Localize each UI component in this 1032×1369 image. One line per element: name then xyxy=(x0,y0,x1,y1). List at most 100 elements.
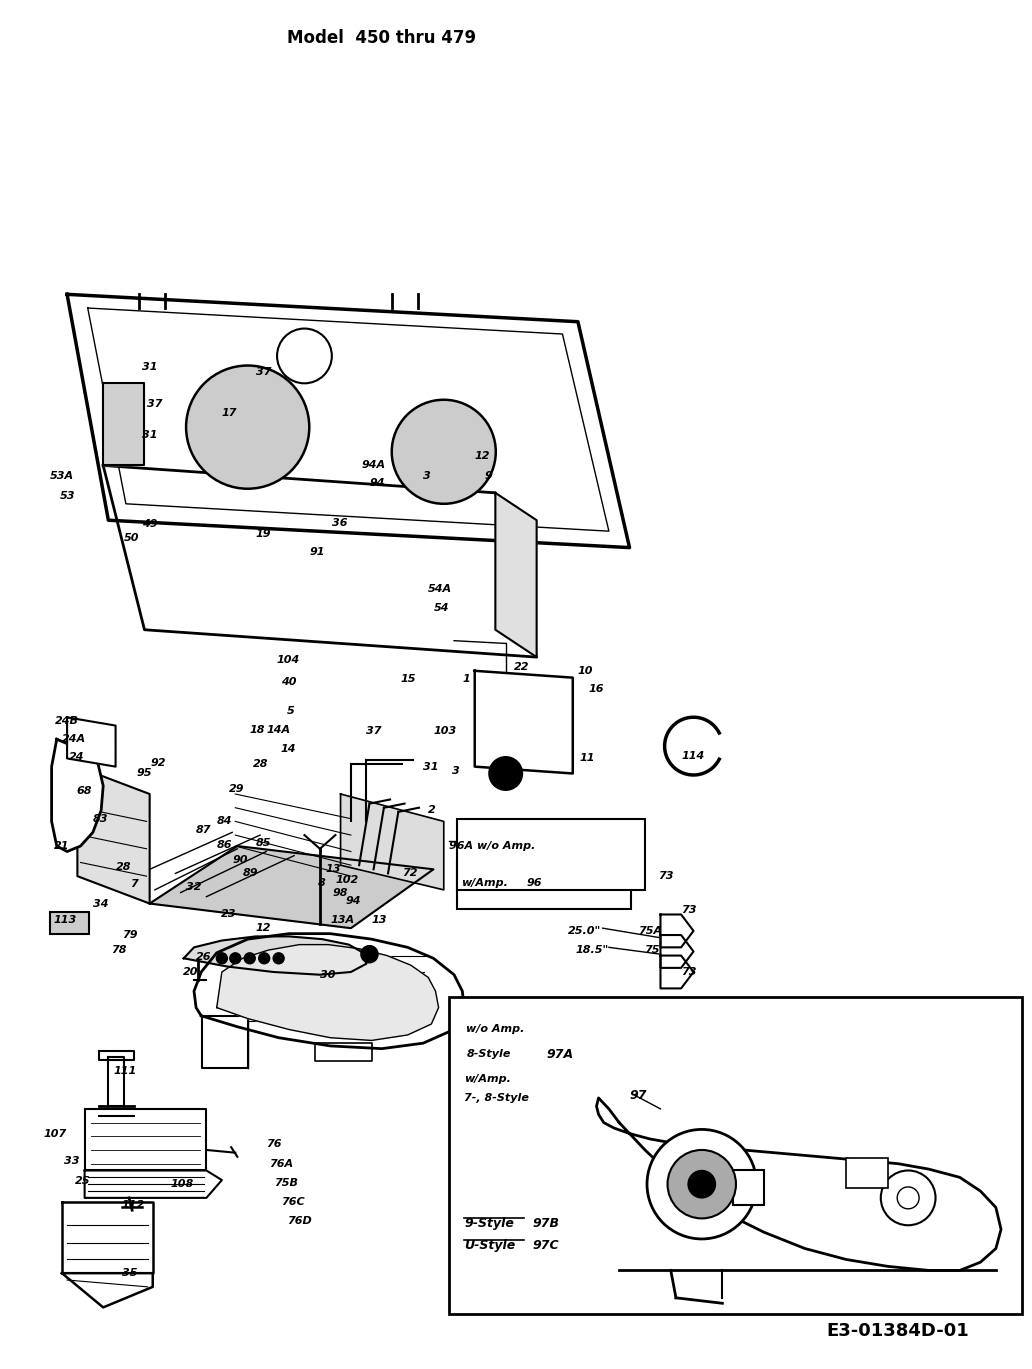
Polygon shape xyxy=(85,1170,222,1198)
Text: 95: 95 xyxy=(136,768,152,779)
Text: 35: 35 xyxy=(122,1268,137,1279)
Text: 11: 11 xyxy=(580,753,595,764)
Text: 14: 14 xyxy=(281,743,296,754)
Polygon shape xyxy=(85,1109,206,1170)
Text: 91: 91 xyxy=(310,546,325,557)
Circle shape xyxy=(186,366,310,489)
Text: 21: 21 xyxy=(54,841,69,852)
Polygon shape xyxy=(202,1016,248,1068)
Text: 3: 3 xyxy=(423,471,431,482)
Text: w/o Amp.: w/o Amp. xyxy=(466,1024,525,1035)
Text: 33: 33 xyxy=(64,1155,79,1166)
Text: 97B: 97B xyxy=(533,1217,559,1231)
Text: 9: 9 xyxy=(504,769,512,780)
Text: Model  450 thru 479: Model 450 thru 479 xyxy=(287,29,477,48)
Text: 72: 72 xyxy=(402,868,418,879)
Polygon shape xyxy=(660,935,694,968)
Text: 24: 24 xyxy=(69,752,85,763)
Polygon shape xyxy=(62,1273,153,1307)
Text: 29: 29 xyxy=(229,783,245,794)
Text: 97C: 97C xyxy=(533,1239,559,1253)
Text: 113: 113 xyxy=(54,914,77,925)
Text: 102: 102 xyxy=(335,875,359,886)
Text: 17: 17 xyxy=(222,408,237,419)
Text: 97: 97 xyxy=(630,1088,647,1102)
Text: 28: 28 xyxy=(253,758,268,769)
Text: 18.5": 18.5" xyxy=(576,945,609,956)
Text: 7: 7 xyxy=(130,879,138,890)
Text: 16: 16 xyxy=(588,683,604,694)
Text: w/Amp.: w/Amp. xyxy=(461,878,508,888)
Polygon shape xyxy=(52,739,103,852)
Text: 37: 37 xyxy=(256,367,271,378)
Text: 37: 37 xyxy=(366,726,382,737)
Polygon shape xyxy=(194,934,464,1049)
Polygon shape xyxy=(495,493,537,657)
Text: 31: 31 xyxy=(142,361,158,372)
Polygon shape xyxy=(103,383,144,465)
Text: 8: 8 xyxy=(318,878,326,888)
Text: 25: 25 xyxy=(75,1176,91,1187)
Text: 96A w/o Amp.: 96A w/o Amp. xyxy=(449,841,536,852)
Text: 108: 108 xyxy=(170,1179,194,1190)
Circle shape xyxy=(217,953,227,964)
Bar xyxy=(457,819,645,890)
Text: 96: 96 xyxy=(526,878,542,888)
Text: 36: 36 xyxy=(332,517,348,528)
Text: 107: 107 xyxy=(43,1128,67,1139)
Text: 94: 94 xyxy=(346,895,361,906)
Polygon shape xyxy=(315,1043,372,1061)
Circle shape xyxy=(897,1187,920,1209)
Text: 53A: 53A xyxy=(50,471,73,482)
Text: 75: 75 xyxy=(644,945,659,956)
Text: 84: 84 xyxy=(217,816,232,827)
Text: 85: 85 xyxy=(256,838,271,849)
Text: 114: 114 xyxy=(681,750,705,761)
Polygon shape xyxy=(67,717,116,767)
Text: 76D: 76D xyxy=(287,1216,312,1227)
Text: 54: 54 xyxy=(433,602,449,613)
Text: 68: 68 xyxy=(76,786,92,797)
Circle shape xyxy=(245,953,255,964)
Text: 19: 19 xyxy=(256,528,271,539)
Bar xyxy=(846,1158,888,1188)
Text: 112: 112 xyxy=(122,1199,146,1210)
Text: 24A: 24A xyxy=(62,734,86,745)
Text: 13: 13 xyxy=(372,914,387,925)
Polygon shape xyxy=(217,945,439,1040)
Polygon shape xyxy=(184,936,366,975)
Text: 73: 73 xyxy=(658,871,674,882)
Text: 94A: 94A xyxy=(361,460,385,471)
Text: E3-01384D-01: E3-01384D-01 xyxy=(827,1321,969,1340)
Text: 73: 73 xyxy=(681,905,697,916)
Text: 23: 23 xyxy=(221,909,236,920)
Text: 97A: 97A xyxy=(547,1047,574,1061)
Text: 31: 31 xyxy=(423,761,439,772)
Text: 98: 98 xyxy=(332,887,348,898)
Text: 22: 22 xyxy=(514,661,529,672)
Text: 76C: 76C xyxy=(281,1197,304,1207)
Text: 9: 9 xyxy=(485,471,493,482)
Text: 73: 73 xyxy=(681,967,697,977)
Circle shape xyxy=(273,953,284,964)
Text: 1: 1 xyxy=(462,674,471,684)
Text: 5: 5 xyxy=(287,705,295,716)
Circle shape xyxy=(489,757,522,790)
Text: 28: 28 xyxy=(116,861,131,872)
Text: 7-, 8-Style: 7-, 8-Style xyxy=(464,1092,529,1103)
Bar xyxy=(733,1170,764,1205)
Circle shape xyxy=(361,946,378,962)
Text: 83: 83 xyxy=(93,813,108,824)
Polygon shape xyxy=(660,956,694,988)
Text: 86: 86 xyxy=(217,839,232,850)
Circle shape xyxy=(688,1170,715,1198)
Text: 89: 89 xyxy=(243,868,258,879)
Text: 111: 111 xyxy=(114,1065,137,1076)
Text: 54A: 54A xyxy=(428,583,452,594)
Text: 12: 12 xyxy=(475,450,490,461)
Polygon shape xyxy=(341,794,444,890)
Text: 75A: 75A xyxy=(638,925,662,936)
Text: 53: 53 xyxy=(60,490,75,501)
Text: 49: 49 xyxy=(142,519,158,530)
Text: 15: 15 xyxy=(400,674,416,684)
